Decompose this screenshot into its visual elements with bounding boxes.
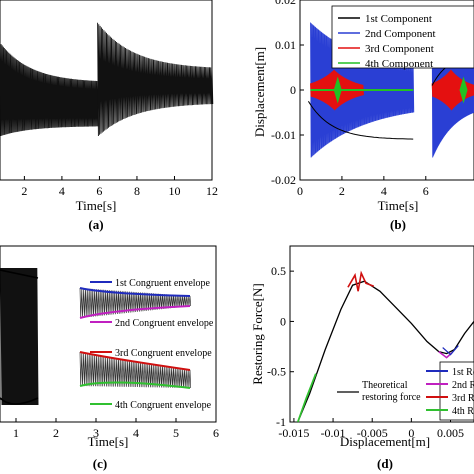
x-tick-label-c: 5 <box>173 426 179 440</box>
panel-c: 1st Congruent envelope 2nd Congruent enve… <box>0 245 219 471</box>
x-axis-label-c: Time[s] <box>88 434 129 449</box>
legend-label-c: 2nd Congruent envelope <box>115 318 214 329</box>
x-tick-label-d: -0.015 <box>278 426 309 440</box>
signal-segment-1 <box>0 42 99 137</box>
y-tick-label-b: 0.01 <box>275 38 296 52</box>
legend-box-b <box>331 5 474 69</box>
x-ticks-a: 2 4 6 8 10 12 <box>21 176 218 198</box>
y-tick-label-d: -0.5 <box>267 365 286 379</box>
congruent-envelope-lower <box>79 381 191 389</box>
curves-d <box>296 270 474 423</box>
x-tick-label-b: 2 <box>339 184 345 198</box>
legend-label-d: 3rd Re <box>452 393 474 404</box>
x-tick-label-c: 6 <box>213 426 219 440</box>
restoring-force-3-segment <box>347 270 375 292</box>
legend-label-b: 2nd Component <box>365 28 436 40</box>
legend-b: 1st Component 2nd Component 3rd Component 4… <box>331 5 474 70</box>
legend-label-b: 1st Component <box>365 13 432 25</box>
congruent-envelope-upper <box>79 351 191 371</box>
x-tick-label-b: 6 <box>423 184 429 198</box>
y-tick-label-b: -0.02 <box>271 173 296 187</box>
x-axis-label-d: Displacement[m] <box>340 434 430 449</box>
x-tick-label-a: 4 <box>59 184 65 198</box>
x-tick-label-d: 0 <box>408 426 414 440</box>
restoring-force-1-segment <box>442 345 459 356</box>
y-tick-label-d: -1 <box>276 415 286 429</box>
x-tick-label-a: 2 <box>21 184 27 198</box>
x-tick-label-c: 1 <box>13 426 19 440</box>
panel-caption-d: (d) <box>377 456 393 471</box>
panel-a: 2 4 6 8 10 12 Time[s] (a) <box>0 0 218 232</box>
x-tick-label-a: 10 <box>168 184 180 198</box>
x-axis-label-b: Time[s] <box>378 198 419 213</box>
axis-ticks-d: -0.015 -0.01 -0.005 0 0.005 -1 -0.5 0 0.5 <box>267 264 464 440</box>
legend-label-b: 3rd Component <box>365 43 434 55</box>
legend-label-c: 1st Congruent envelope <box>115 278 211 289</box>
y-axis-label-d: Restoring Force[N] <box>250 283 265 384</box>
y-tick-label-d: 0 <box>280 314 286 328</box>
component-4-burst <box>333 76 342 104</box>
envelope-lower-c <box>0 397 39 405</box>
signal-segment-2 <box>97 22 214 137</box>
plot-frame-c <box>0 245 217 423</box>
x-ticks-c: 1 2 3 4 5 6 <box>13 418 219 440</box>
inset-signal-c <box>79 287 192 319</box>
y-tick-label-d: 0.5 <box>271 264 286 278</box>
panel-d: -0.015 -0.01 -0.005 0 0.005 -1 -0.5 0 0.5 Restor… <box>250 245 474 471</box>
x-tick-label-b: 0 <box>297 184 303 198</box>
y-tick-label-b: 0 <box>290 83 296 97</box>
legend-label-d: 2nd Re <box>452 380 474 391</box>
x-tick-label-a: 6 <box>96 184 102 198</box>
legend-label-c: 3rd Congruent envelope <box>115 348 212 359</box>
axis-ticks-b: 0 2 4 6 -0.02 -0.01 0 0.01 0.02 <box>271 0 429 198</box>
panel-caption-a: (a) <box>88 217 103 232</box>
envelope-upper-c <box>0 269 39 279</box>
legend-label-d: 4th Re <box>452 406 474 417</box>
component-4-burst <box>459 76 468 104</box>
restoring-force-4-segment <box>296 373 317 423</box>
legend-label-d: 1st Re <box>452 367 474 378</box>
x-tick-label-c: 4 <box>133 426 139 440</box>
x-tick-label-a: 12 <box>206 184 218 198</box>
y-tick-label-b: -0.01 <box>271 128 296 142</box>
legend-label-b: 4th Component <box>365 58 433 70</box>
legend-d: 1st Re 2nd Re 3rd Re 4th Re Theoreticalresto… <box>337 361 474 421</box>
panel-caption-c: (c) <box>93 456 107 471</box>
inset-signal-c <box>79 351 192 389</box>
theoretical-restoring-force-curve <box>297 280 474 423</box>
component-3-trace <box>431 69 474 111</box>
x-tick-label-d: -0.01 <box>321 426 346 440</box>
congruent-envelope-lower <box>79 305 191 319</box>
legend-label-c: 4th Congruent envelope <box>115 400 212 411</box>
x-tick-label-c: 3 <box>93 426 99 440</box>
y-axis-label-b: Displacement[m] <box>252 47 267 137</box>
component-1-trace <box>307 101 414 140</box>
panel-caption-b: (b) <box>390 217 406 232</box>
signal-a <box>0 22 214 137</box>
x-tick-label-c: 2 <box>53 426 59 440</box>
x-tick-label-b: 4 <box>381 184 387 198</box>
x-axis-label-a: Time[s] <box>76 198 117 213</box>
plot-frame-d <box>289 245 474 423</box>
x-tick-label-d: -0.005 <box>357 426 388 440</box>
y-tick-label-b: 0.02 <box>275 0 296 7</box>
signal-block-c <box>0 267 39 406</box>
x-tick-label-a: 8 <box>134 184 140 198</box>
signals-c: 1st Congruent envelope 2nd Congruent enve… <box>0 267 214 411</box>
congruent-envelope-upper <box>79 287 191 297</box>
legend-label-d: Theoretical restoring force <box>362 380 421 403</box>
x-tick-label-d: 0.005 <box>437 426 464 440</box>
